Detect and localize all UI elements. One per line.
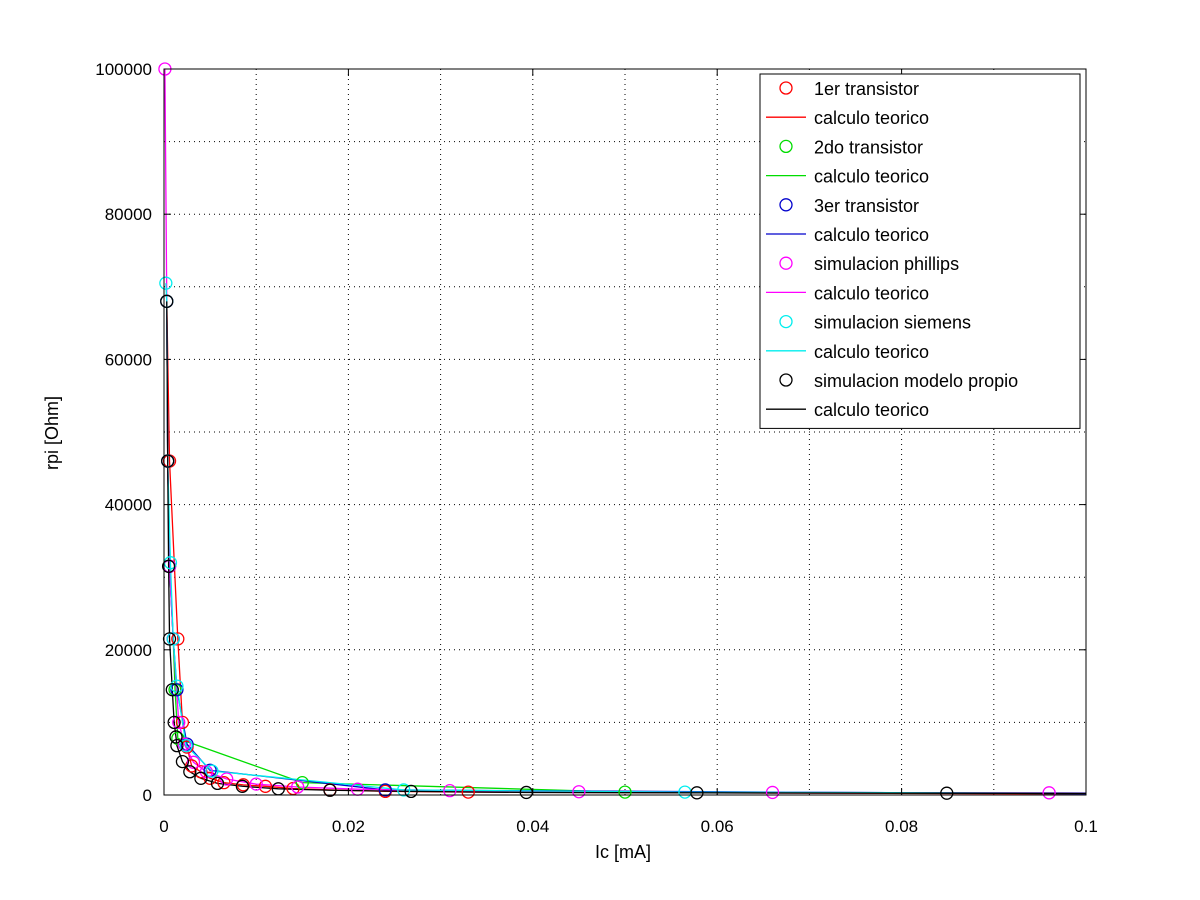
data-point xyxy=(258,779,273,793)
axis-ticks: 0 0.02 0.04 0.06 0.08 0.1 0 20000 40000 60000 8000… xyxy=(95,60,1098,836)
data-point xyxy=(160,294,174,308)
data-point xyxy=(291,780,305,794)
data-point xyxy=(159,276,173,290)
data-point xyxy=(940,786,954,800)
legend-label: simulacion siemens xyxy=(814,313,971,333)
data-series xyxy=(158,62,1087,800)
data-point xyxy=(171,632,185,646)
data-point xyxy=(618,785,632,799)
y-tick-label: 20000 xyxy=(105,641,152,660)
data-point xyxy=(170,679,184,693)
data-point xyxy=(161,559,176,573)
data-point xyxy=(167,715,181,730)
data-point xyxy=(217,776,231,790)
data-point xyxy=(194,765,208,779)
data-point xyxy=(169,730,183,744)
legend-marker xyxy=(779,314,793,329)
legend-marker xyxy=(779,198,793,212)
data-point xyxy=(1042,786,1056,800)
data-point xyxy=(323,783,337,797)
data-point xyxy=(236,778,250,792)
legend-marker xyxy=(779,139,793,154)
legend-label: simulacion phillips xyxy=(814,254,959,274)
data-point xyxy=(461,785,475,799)
y-tick-label: 60000 xyxy=(105,350,152,369)
legend-label: calculo teorico xyxy=(814,108,929,128)
data-point xyxy=(404,784,418,799)
legend-label: calculo teorico xyxy=(814,400,929,420)
data-point xyxy=(235,779,250,793)
x-tick-label: 0.04 xyxy=(516,817,549,836)
data-point xyxy=(180,740,194,754)
x-tick-label: 0.08 xyxy=(885,817,918,836)
legend-label: calculo teorico xyxy=(814,225,929,245)
data-point xyxy=(249,777,263,791)
data-point xyxy=(165,683,179,697)
legend-label: calculo teorico xyxy=(814,167,929,187)
legend: 1er transistor calculo teorico 2do transis… xyxy=(759,73,1081,429)
legend-box xyxy=(759,73,1081,429)
x-tick-label: 0.06 xyxy=(701,817,734,836)
data-point xyxy=(690,786,704,800)
data-point xyxy=(397,783,411,797)
x-axis-label: Ic [mA] xyxy=(595,842,651,862)
legend-marker xyxy=(779,256,793,270)
y-axis-label: rpi [Ohm] xyxy=(42,396,62,470)
data-point xyxy=(175,715,190,730)
data-point xyxy=(166,632,180,646)
legend-label: 2do transistor xyxy=(814,137,923,157)
y-tick-label: 0 xyxy=(143,786,152,805)
data-point xyxy=(572,785,586,799)
legend-label: 3er transistor xyxy=(814,196,919,216)
legend-label: simulacion modelo propio xyxy=(814,371,1018,391)
data-point xyxy=(194,771,208,785)
y-tick-label: 80000 xyxy=(105,205,152,224)
y-tick-label: 40000 xyxy=(105,496,152,515)
legend-marker xyxy=(779,373,793,387)
data-point xyxy=(378,783,392,797)
x-tick-label: 0.1 xyxy=(1074,817,1098,836)
data-point xyxy=(170,683,184,697)
data-point xyxy=(443,783,457,798)
data-point xyxy=(170,738,184,753)
data-point xyxy=(210,776,225,791)
data-point xyxy=(186,755,201,769)
data-point xyxy=(295,776,309,790)
data-point xyxy=(183,765,197,779)
data-point xyxy=(172,715,186,730)
data-point xyxy=(203,771,217,785)
x-tick-label: 0.02 xyxy=(332,817,365,836)
data-point xyxy=(177,737,191,751)
y-tick-label: 100000 xyxy=(95,60,152,79)
legend-label: calculo teorico xyxy=(814,283,929,303)
data-point xyxy=(765,785,780,800)
data-point xyxy=(179,738,193,753)
x-tick-label: 0 xyxy=(159,817,168,836)
data-point xyxy=(175,754,190,769)
data-point xyxy=(205,764,219,778)
data-point xyxy=(161,454,175,468)
legend-marker xyxy=(779,81,793,95)
legend-label: calculo teorico xyxy=(814,342,929,362)
legend-label: 1er transistor xyxy=(814,79,919,99)
plot-frame xyxy=(163,68,1087,796)
